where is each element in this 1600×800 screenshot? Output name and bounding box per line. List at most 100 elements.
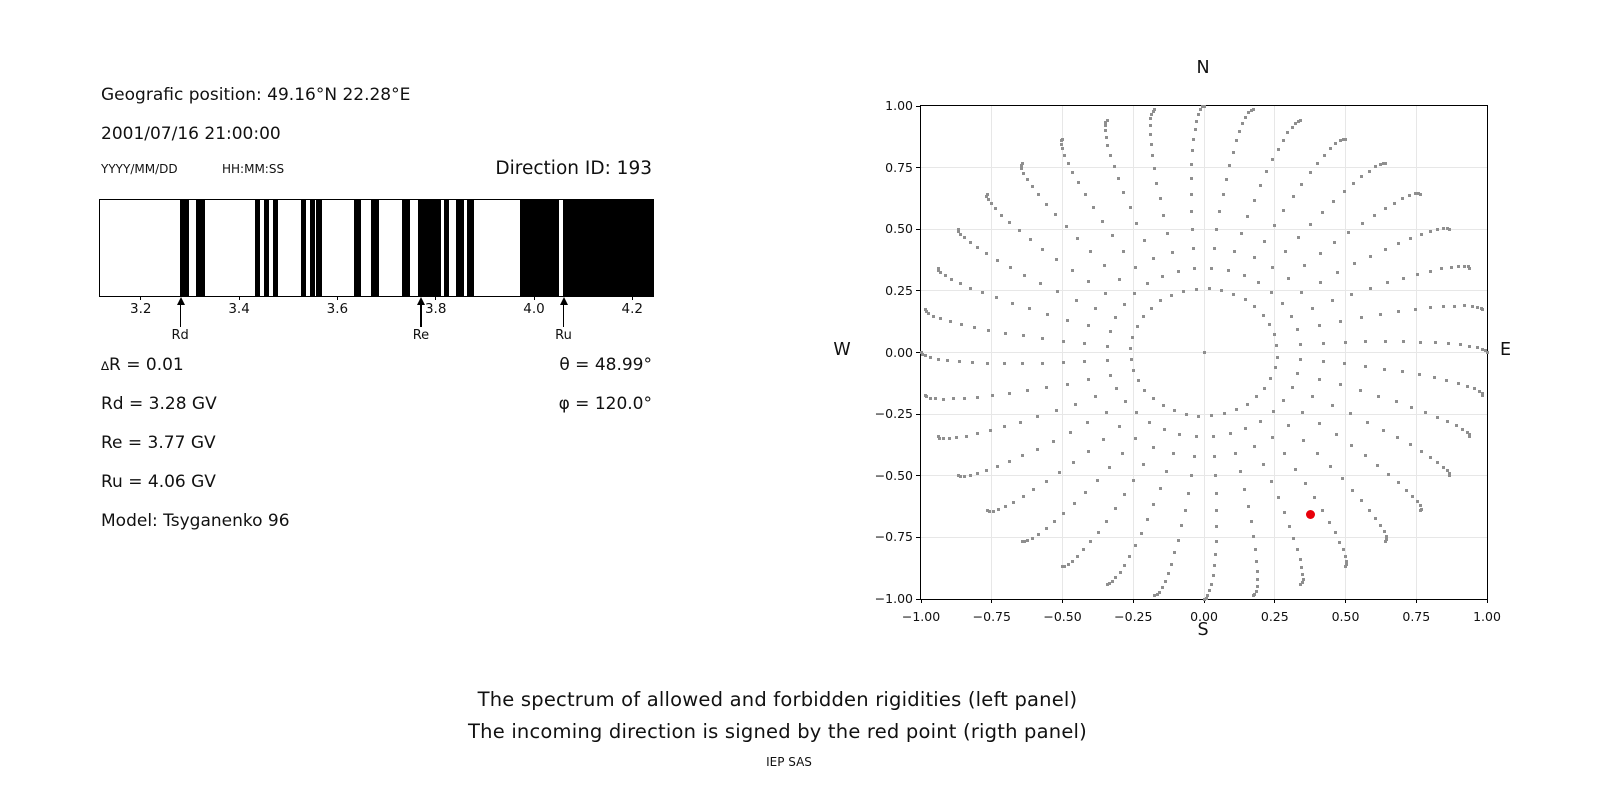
direction-dot: [1193, 267, 1197, 271]
direction-dot: [1359, 315, 1363, 319]
direction-dot: [1132, 368, 1136, 372]
direction-dot: [1290, 385, 1294, 389]
direction-dot: [1162, 214, 1166, 218]
cutoff-arrow-head: [559, 297, 568, 305]
direction-dot: [1118, 424, 1122, 428]
direction-dot: [1200, 105, 1204, 109]
direction-dot: [1192, 454, 1196, 458]
direction-dot: [1282, 208, 1286, 212]
direction-dot: [1313, 496, 1317, 500]
direction-dot: [1178, 432, 1182, 436]
direction-dot: [1171, 451, 1175, 455]
direction-dot: [1238, 470, 1242, 474]
direction-dot: [1252, 534, 1255, 538]
direction-dot: [958, 282, 962, 285]
direction-dot: [959, 475, 963, 479]
direction-dot: [1031, 536, 1035, 540]
direction-dot: [987, 510, 991, 514]
direction-dot: [1244, 115, 1248, 119]
delta-symbol: ∆: [101, 359, 110, 373]
direction-dot: [1453, 304, 1457, 308]
direction-dot: [1086, 421, 1090, 425]
direction-dot: [968, 286, 972, 290]
direction-dot: [928, 396, 932, 400]
direction-dot: [1383, 247, 1387, 251]
direction-dot: [943, 274, 947, 278]
direction-dot: [1149, 306, 1153, 310]
direction-dot: [1401, 197, 1405, 201]
direction-dot: [1197, 414, 1201, 418]
direction-dot: [1212, 247, 1216, 251]
direction-dot: [1428, 306, 1432, 310]
direction-dot: [1408, 443, 1412, 447]
direction-dot: [1100, 219, 1104, 223]
direction-dot: [1195, 435, 1199, 439]
allowed-rigidity-band: [402, 200, 411, 296]
direction-dot: [1170, 293, 1174, 297]
allowed-rigidity-band: [444, 200, 450, 296]
direction-dot: [1417, 191, 1421, 195]
allowed-rigidity-band: [353, 200, 362, 296]
direction-dot: [1298, 558, 1302, 562]
direction-dot: [1384, 162, 1388, 166]
x-axis-tick: [1415, 599, 1417, 603]
direction-dot: [1021, 494, 1025, 498]
direction-dot: [1008, 220, 1012, 224]
direction-dot: [1105, 119, 1109, 123]
direction-dot: [1447, 474, 1451, 478]
direction-dot: [1088, 250, 1092, 253]
direction-dot: [1003, 504, 1007, 508]
direction-dot: [1022, 540, 1026, 544]
direction-dot: [1155, 181, 1159, 185]
direction-dot: [932, 314, 936, 318]
direction-dot: [1157, 590, 1161, 594]
direction-dot: [1384, 534, 1388, 538]
direction-dot: [1302, 264, 1306, 268]
direction-dot: [1211, 434, 1215, 438]
direction-dot: [947, 437, 951, 441]
direction-dot: [1316, 452, 1320, 455]
cutoff-arrow-label: Re: [412, 328, 430, 343]
direction-dot: [1108, 330, 1112, 333]
direction-dot: [1419, 192, 1423, 196]
direction-dot: [1093, 307, 1097, 311]
direction-dot: [936, 357, 940, 361]
direction-dot: [1417, 373, 1421, 377]
direction-dot: [976, 246, 979, 250]
direction-dot: [1309, 222, 1313, 226]
direction-dot: [976, 472, 979, 476]
direction-dot: [1441, 305, 1445, 309]
x-axis-tick: [1486, 599, 1488, 603]
direction-dot: [1086, 280, 1090, 283]
direction-dot: [1342, 190, 1346, 194]
direction-dot: [1304, 482, 1308, 486]
direction-dot: [1070, 559, 1074, 563]
direction-dot: [1360, 499, 1363, 503]
direction-dot: [1019, 164, 1023, 167]
direction-dot: [924, 310, 928, 313]
direction-dot: [1348, 412, 1352, 416]
direction-dot: [1202, 104, 1206, 108]
direction-dot: [1251, 593, 1255, 597]
direction-dot: [1095, 479, 1099, 483]
direction-dot: [1246, 504, 1250, 508]
direction-dot: [1481, 393, 1485, 397]
direction-dot: [1210, 414, 1214, 418]
direction-dot: [1087, 378, 1091, 382]
direction-dot: [1364, 340, 1368, 344]
direction-dot: [1086, 449, 1090, 453]
y-axis-tick-label: 0.75: [885, 159, 913, 175]
direction-dot: [1040, 361, 1044, 365]
direction-dot: [1283, 452, 1287, 456]
gridline-vertical: [1274, 106, 1276, 599]
direction-dot: [1123, 400, 1127, 404]
direction-dot: [1252, 256, 1256, 260]
direction-dot: [1256, 577, 1259, 581]
direction-dot: [1044, 527, 1048, 530]
direction-dot: [1212, 564, 1216, 568]
direction-dot: [1045, 386, 1049, 390]
direction-dot: [1117, 277, 1121, 281]
direction-dot: [1176, 538, 1180, 542]
direction-dot: [1019, 420, 1023, 424]
x-axis-tick: [1345, 599, 1346, 603]
